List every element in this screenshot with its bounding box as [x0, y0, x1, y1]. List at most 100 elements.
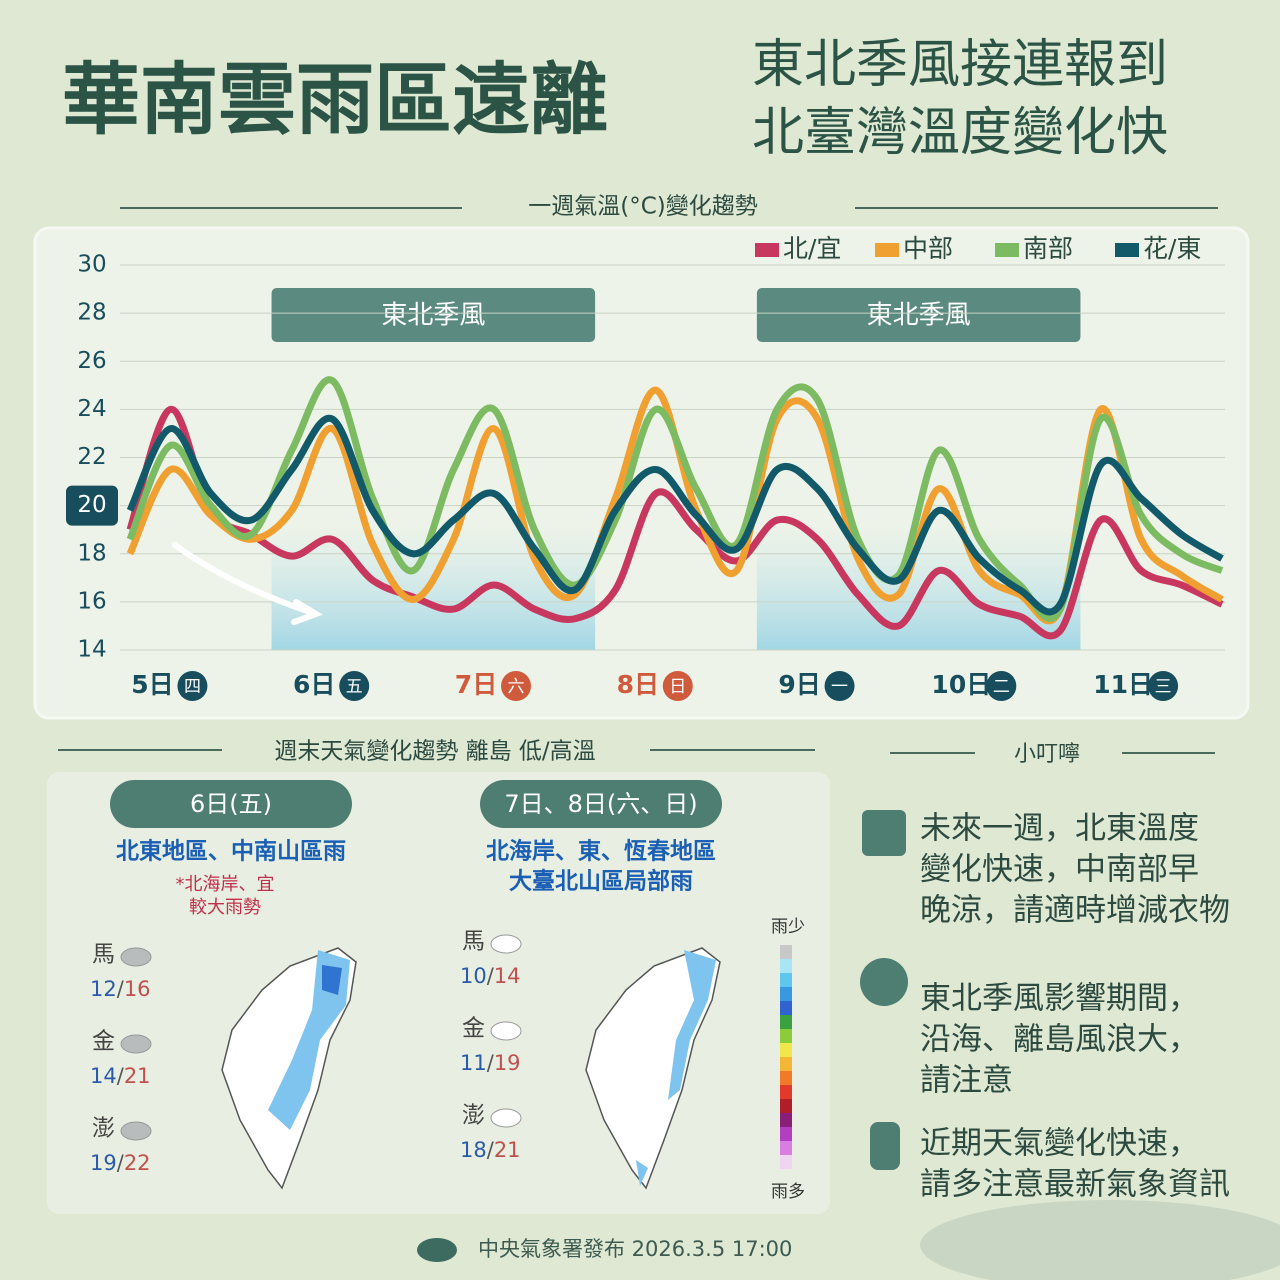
note-text: *北海岸、宜 [176, 874, 275, 895]
rain-area [268, 950, 350, 1130]
tip-line: 未來一週，北東溫度 [920, 811, 1199, 847]
y-tick-label: 22 [77, 444, 106, 470]
chart: 東北季風 東北季風 14 16 18 20 22 24 26 28 30 5日四 6日五 7日六 8日日 9日… [66, 234, 1225, 701]
weekday-label: 六 [508, 677, 525, 697]
main-title: 華南雲雨區遠離 [62, 55, 608, 145]
legend-label: 花/東 [1143, 234, 1201, 263]
scale-swatch [780, 1071, 792, 1085]
date-pill [480, 780, 722, 828]
date-label: 7日、8日(六、日) [504, 790, 697, 818]
taiwan-map [221, 947, 357, 1190]
weekend: 6日(五)北東地區、中南山區雨*北海岸、宜較大雨勢馬12/16金14/21澎19… [90, 780, 722, 1175]
weekday-badge [662, 671, 693, 701]
island-name: 澎 [92, 1116, 115, 1142]
island-temp: 19/22 [90, 1151, 151, 1175]
y-tick-label: 16 [77, 588, 106, 614]
legend-label: 北/宜 [783, 234, 841, 263]
subtitle: 北臺灣溫度變化快 [752, 103, 1168, 163]
temp-high: 14 [494, 964, 521, 988]
y-tick-label: 26 [77, 348, 106, 374]
weather-icon [120, 947, 152, 967]
scale-swatch [780, 973, 792, 987]
island-name: 金 [92, 1029, 115, 1055]
scale-swatch [780, 1085, 792, 1099]
trend-arrow [172, 542, 313, 615]
legend-swatch [1115, 243, 1139, 257]
temp-separator: / [117, 1064, 125, 1088]
temp-separator: / [487, 1138, 495, 1162]
weekday-label: 三 [1155, 677, 1172, 697]
footer: 中央氣象署發布 2026.3.5 17:00 [478, 1237, 792, 1261]
monsoon-banner [271, 288, 596, 342]
temp-low: 18 [460, 1138, 487, 1162]
weekday-badge [177, 671, 208, 701]
island-temp: 12/16 [90, 977, 151, 1001]
chart-title: 一週氣溫(°C)變化趨勢 [528, 194, 758, 220]
tip-line: 請多注意最新氣象資訊 [920, 1167, 1230, 1203]
temp-low: 14 [90, 1064, 117, 1088]
weather-icon [490, 1021, 522, 1041]
thermometer-icon [862, 810, 906, 856]
tip-line: 請注意 [920, 1063, 1013, 1099]
temp-high: 22 [124, 1151, 151, 1175]
rain-area [668, 950, 716, 1100]
scale-swatch [780, 1043, 792, 1057]
island-name: 澎 [462, 1103, 485, 1129]
temp-separator: / [487, 964, 495, 988]
scale-swatch [780, 1141, 792, 1155]
weather-icon [490, 934, 522, 954]
scale-swatch [780, 1057, 792, 1071]
temp-high: 21 [494, 1138, 521, 1162]
wind-icon [860, 958, 908, 1006]
y-tick-label: 30 [77, 252, 106, 278]
temp-separator: / [487, 1051, 495, 1075]
scale-swatch [780, 987, 792, 1001]
y-tick-label: 28 [77, 300, 106, 326]
x-tick-label: 10日 [931, 670, 991, 699]
island-temp: 14/21 [90, 1064, 151, 1088]
island-name: 馬 [92, 942, 115, 968]
temp-low: 12 [90, 977, 117, 1001]
rain-area [636, 1160, 648, 1186]
temp-low: 19 [90, 1151, 117, 1175]
weekday-badge [501, 671, 531, 701]
legend-swatch [995, 243, 1019, 257]
region-text: 北東地區、中南山區雨 [116, 839, 346, 865]
scale-swatch [780, 1113, 792, 1127]
scale-high: 雨多 [771, 1182, 805, 1202]
tip-line: 東北季風影響期間， [920, 981, 1199, 1017]
weekday-badge [1148, 671, 1179, 701]
scale-swatch [780, 945, 792, 959]
weekday-badge [339, 671, 370, 701]
legend-label: 中部 [903, 234, 953, 263]
weekday-label: 二 [993, 677, 1010, 697]
temp-separator: / [117, 977, 125, 1001]
x-tick-label: 8日 [617, 670, 659, 699]
tip-line: 變化快速，中南部早 [920, 852, 1199, 888]
rain-heavy [322, 965, 342, 995]
scale-swatch [780, 959, 792, 973]
series-line [126, 405, 1224, 640]
trend-arrow-head [291, 599, 323, 625]
temp-high: 16 [124, 977, 151, 1001]
temp-low: 11 [460, 1051, 487, 1075]
x-tick-label: 7日 [455, 670, 497, 699]
legend-swatch [755, 243, 779, 257]
x-tick-label: 11日 [1093, 670, 1153, 699]
y-tick-label: 14 [77, 637, 106, 663]
monsoon-banner [756, 288, 1081, 342]
scale-swatch [780, 1001, 792, 1015]
date-label: 6日(五) [190, 790, 272, 818]
weekday-label: 四 [184, 677, 201, 697]
scale-swatch [780, 1015, 792, 1029]
y-tick-label: 20 [77, 492, 106, 518]
monsoon-label: 東北季風 [381, 301, 485, 331]
tips-title: 小叮嚀 [1014, 742, 1080, 767]
scale-swatch [780, 1127, 792, 1141]
section-title: 週末天氣變化趨勢 離島 低/高溫 [274, 739, 595, 765]
island-temp: 18/21 [460, 1138, 521, 1162]
series-line [126, 376, 1224, 622]
island-temp: 11/19 [460, 1051, 521, 1075]
temp-high: 21 [124, 1064, 151, 1088]
